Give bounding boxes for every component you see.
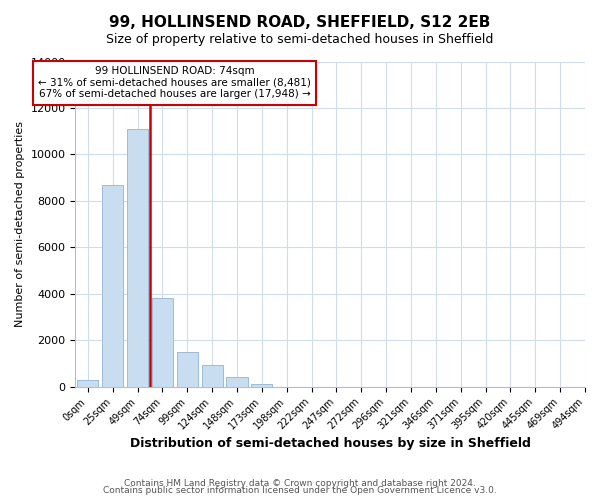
Bar <box>177 352 198 386</box>
Bar <box>226 378 248 386</box>
Text: 99, HOLLINSEND ROAD, SHEFFIELD, S12 2EB: 99, HOLLINSEND ROAD, SHEFFIELD, S12 2EB <box>109 15 491 30</box>
Bar <box>251 384 272 386</box>
Text: Size of property relative to semi-detached houses in Sheffield: Size of property relative to semi-detach… <box>106 32 494 46</box>
Y-axis label: Number of semi-detached properties: Number of semi-detached properties <box>15 121 25 327</box>
Bar <box>77 380 98 386</box>
Text: Contains HM Land Registry data © Crown copyright and database right 2024.: Contains HM Land Registry data © Crown c… <box>124 478 476 488</box>
Bar <box>202 364 223 386</box>
Bar <box>152 298 173 386</box>
Text: 99 HOLLINSEND ROAD: 74sqm
← 31% of semi-detached houses are smaller (8,481)
67% : 99 HOLLINSEND ROAD: 74sqm ← 31% of semi-… <box>38 66 311 100</box>
X-axis label: Distribution of semi-detached houses by size in Sheffield: Distribution of semi-detached houses by … <box>130 437 530 450</box>
Text: Contains public sector information licensed under the Open Government Licence v3: Contains public sector information licen… <box>103 486 497 495</box>
Bar <box>102 184 123 386</box>
Bar <box>127 129 148 386</box>
